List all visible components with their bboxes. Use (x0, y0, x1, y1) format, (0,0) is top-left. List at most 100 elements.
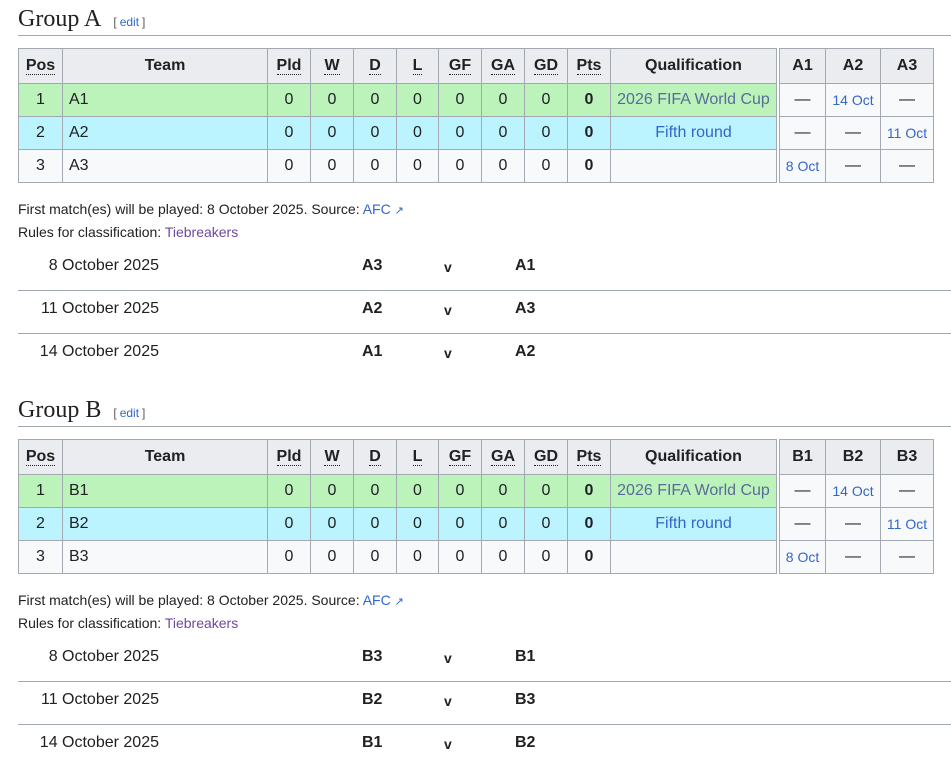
match-date-link[interactable]: 11 Oct (880, 116, 934, 150)
no-match: — (825, 507, 881, 541)
no-match: — (825, 540, 881, 574)
stat-cell: 0 (396, 83, 439, 117)
column-header: Qualification (610, 439, 777, 475)
no-match: — (880, 474, 934, 508)
source-link[interactable]: AFC ↗ (362, 592, 404, 608)
no-match: — (779, 116, 826, 150)
stat-cell: 0 (524, 83, 568, 117)
team-name: A3 (62, 149, 268, 183)
match-row: 8 October 2025 B3 v B1 (18, 638, 951, 682)
results-row: 8 Oct — — (779, 149, 934, 183)
column-header: GF (438, 48, 482, 84)
column-header: GA (481, 48, 525, 84)
table-row: 1 A1 0 0 0 0 0 0 0 0 2026 FIFA World Cup (18, 83, 777, 117)
match-date: 11 October 2025 (40, 691, 159, 708)
stat-cell: 0 (567, 507, 611, 541)
stat-cell: 0 (524, 116, 568, 150)
tiebreakers-link[interactable]: Tiebreakers (164, 224, 239, 240)
versus-link[interactable]: v (444, 345, 452, 361)
group-heading: Group A [edit] (18, 3, 951, 36)
column-header: Pts (567, 439, 611, 475)
versus-link[interactable]: v (444, 302, 452, 318)
qualification-link[interactable]: 2026 FIFA World Cup (610, 474, 777, 508)
position: 1 (18, 474, 63, 508)
match-row: 14 October 2025 B1 v B2 (18, 724, 951, 767)
match-date-link[interactable]: 8 Oct (779, 540, 826, 574)
match-row: 11 October 2025 A2 v A3 (18, 290, 951, 334)
tiebreakers-link[interactable]: Tiebreakers (164, 615, 239, 631)
stat-cell: 0 (567, 474, 611, 508)
column-header: Team (62, 48, 268, 84)
column-header: Team (62, 439, 268, 475)
team-name: B3 (62, 540, 268, 574)
home-team: A1 (362, 343, 383, 360)
no-match: — (880, 83, 934, 117)
away-team: A2 (515, 343, 536, 360)
match-date-link[interactable]: 11 Oct (880, 507, 934, 541)
stat-cell: 0 (481, 116, 525, 150)
versus-link[interactable]: v (444, 650, 452, 666)
stat-cell: 0 (396, 474, 439, 508)
stat-cell: 0 (267, 116, 311, 150)
stat-cell: 0 (438, 116, 482, 150)
column-header: L (396, 48, 439, 84)
table-row: 3 B3 0 0 0 0 0 0 0 0 (18, 540, 777, 574)
column-header: GD (524, 439, 568, 475)
match-date-link[interactable]: 14 Oct (825, 474, 881, 508)
versus-link[interactable]: v (444, 259, 452, 275)
stat-cell: 0 (438, 540, 482, 574)
column-header: W (310, 439, 354, 475)
group-heading: Group B [edit] (18, 394, 951, 427)
standings-table: Pos Team Pld W D L GF GA GD Pts Qualification 1 A1 0 0… (18, 48, 777, 183)
table-row: 1 B1 0 0 0 0 0 0 0 0 2026 FIFA World Cup (18, 474, 777, 508)
match-date: 8 October 2025 (48, 648, 159, 665)
stat-cell: 0 (310, 540, 354, 574)
no-match: — (880, 149, 934, 183)
stat-cell: 0 (524, 540, 568, 574)
stat-cell: 0 (353, 507, 397, 541)
qualification-link[interactable]: Fifth round (610, 116, 777, 150)
column-header: Pos (18, 439, 63, 475)
team-name: A2 (62, 116, 268, 150)
no-match: — (779, 507, 826, 541)
home-team: A2 (362, 300, 383, 317)
away-team: A3 (515, 300, 536, 317)
edit-link[interactable]: edit (119, 15, 140, 29)
match-date: 11 October 2025 (40, 300, 159, 317)
column-header: GA (481, 439, 525, 475)
away-team: B3 (515, 691, 536, 708)
match-date-link[interactable]: 14 Oct (825, 83, 881, 117)
results-row: 8 Oct — — (779, 540, 934, 574)
source-link[interactable]: AFC ↗ (362, 201, 404, 217)
column-header: L (396, 439, 439, 475)
results-row: — —11 Oct (779, 507, 934, 541)
home-team: B1 (362, 734, 383, 751)
match-row: 11 October 2025 B2 v B3 (18, 681, 951, 725)
no-match: — (779, 83, 826, 117)
qualification-link[interactable]: Fifth round (610, 507, 777, 541)
position: 3 (18, 540, 63, 574)
stat-cell: 0 (310, 474, 354, 508)
stat-cell: 0 (438, 507, 482, 541)
stat-cell: 0 (267, 474, 311, 508)
versus-link[interactable]: v (444, 693, 452, 709)
external-link-icon: ↗ (394, 205, 404, 217)
results-row: — —11 Oct (779, 116, 934, 150)
away-team: B2 (515, 734, 536, 751)
stat-cell: 0 (353, 149, 397, 183)
table-row: 3 A3 0 0 0 0 0 0 0 0 (18, 149, 777, 183)
stat-cell: 0 (310, 116, 354, 150)
qualification-link[interactable]: 2026 FIFA World Cup (610, 83, 777, 117)
stat-cell: 0 (396, 149, 439, 183)
edit-link[interactable]: edit (119, 406, 140, 420)
stat-cell: 0 (481, 474, 525, 508)
home-team: B2 (362, 691, 383, 708)
stat-cell: 0 (567, 149, 611, 183)
stat-cell: 0 (310, 83, 354, 117)
match-date-link[interactable]: 8 Oct (779, 149, 826, 183)
match-date: 14 October 2025 (39, 343, 159, 360)
footnote-source: First match(es) will be played: 8 Octobe… (18, 201, 404, 217)
qualification-link (610, 540, 777, 574)
column-header: D (353, 48, 397, 84)
versus-link[interactable]: v (444, 736, 452, 752)
